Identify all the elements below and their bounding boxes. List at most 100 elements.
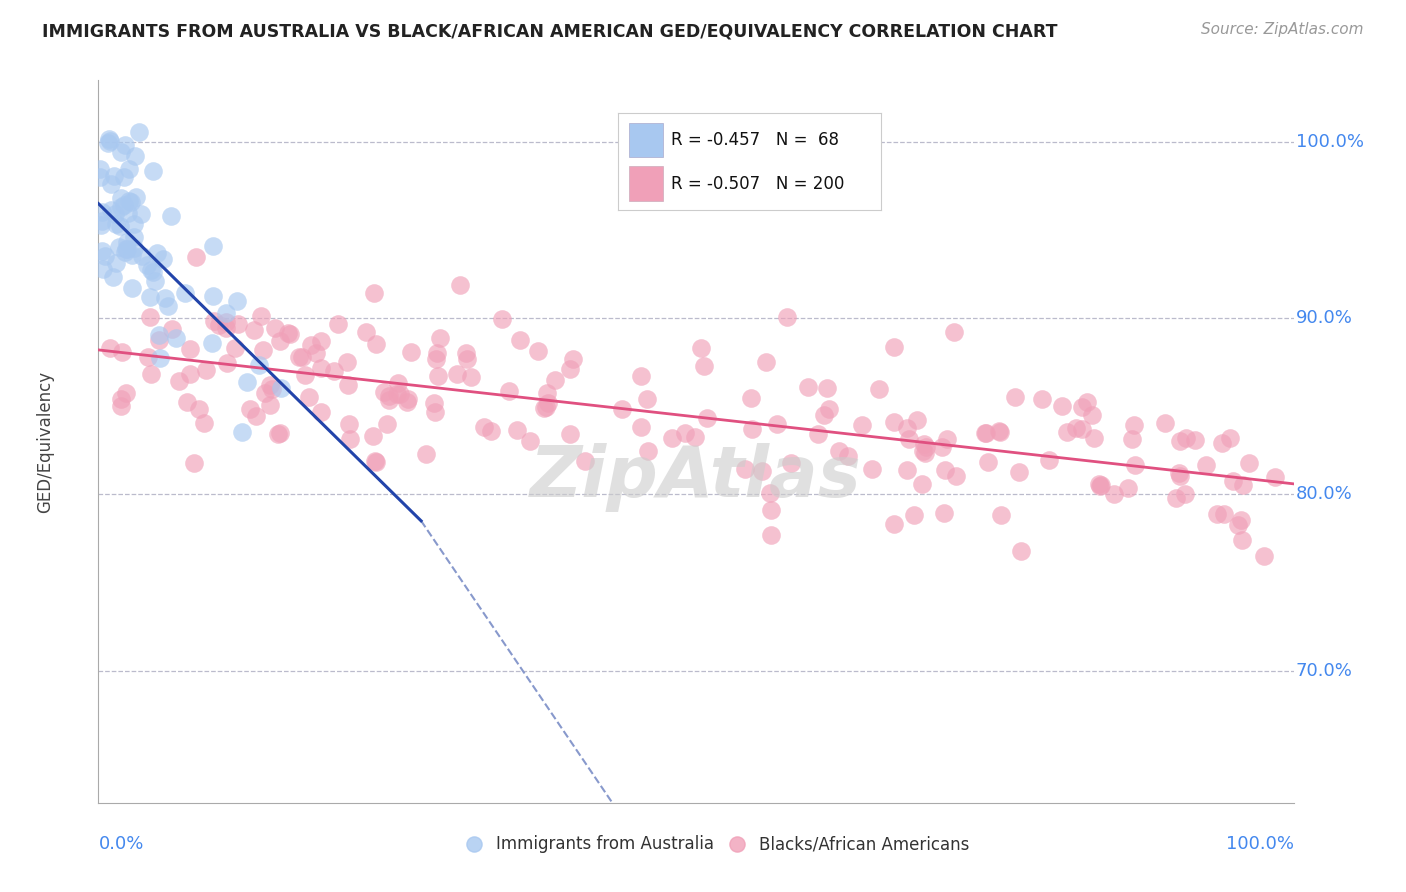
Point (364, 454, 387, 468)
Point (1031, 392, 1053, 407)
Point (1174, 487, 1197, 501)
Point (309, 405, 332, 419)
Point (91, 262, 114, 277)
Point (1088, 478, 1111, 492)
Point (1004, 390, 1026, 404)
Text: 80.0%: 80.0% (1296, 485, 1353, 503)
Point (105, 217, 128, 231)
Point (896, 463, 918, 477)
Point (270, 381, 292, 395)
Point (537, 396, 560, 410)
Point (375, 417, 398, 431)
Point (396, 392, 419, 407)
Point (931, 440, 953, 454)
Point (115, 235, 138, 250)
Point (149, 351, 172, 365)
Point (264, 321, 287, 335)
Point (1038, 452, 1060, 467)
Point (759, 503, 782, 517)
Point (377, 389, 399, 403)
Point (112, 197, 135, 211)
Point (298, 390, 321, 404)
Point (260, 382, 283, 396)
Point (121, 248, 143, 262)
Point (1088, 477, 1111, 491)
Point (301, 337, 323, 351)
Point (456, 346, 478, 360)
Point (903, 508, 925, 522)
Point (224, 341, 246, 355)
Point (110, 399, 132, 413)
Point (415, 447, 437, 461)
Point (683, 430, 706, 444)
Point (1222, 474, 1244, 488)
Point (759, 485, 782, 500)
Point (326, 317, 349, 331)
Text: GED/Equivalency: GED/Equivalency (35, 370, 53, 513)
Point (612, 402, 634, 417)
Point (741, 421, 763, 435)
Point (734, 462, 756, 476)
Point (361, 429, 384, 443)
Point (117, 162, 139, 177)
Point (759, 528, 782, 542)
Point (1081, 408, 1104, 422)
Point (174, 285, 197, 300)
Point (141, 368, 163, 382)
Point (138, 290, 160, 304)
Point (193, 416, 215, 430)
Point (152, 252, 174, 267)
Point (1121, 432, 1143, 446)
Point (122, 230, 145, 244)
Point (294, 368, 316, 382)
Point (1008, 466, 1031, 480)
Point (1070, 422, 1092, 436)
Point (377, 393, 399, 408)
Point (536, 401, 558, 415)
Point (1056, 425, 1078, 439)
Point (179, 342, 201, 356)
Point (1264, 469, 1286, 483)
Point (943, 325, 966, 339)
Point (479, 424, 502, 438)
Point (425, 351, 447, 366)
Point (145, 274, 167, 288)
Point (167, 374, 190, 388)
Point (105, 256, 128, 270)
Point (364, 336, 387, 351)
Point (1166, 491, 1188, 505)
Point (851, 418, 873, 433)
Point (202, 289, 225, 303)
Point (239, 402, 262, 417)
Point (305, 346, 328, 360)
Point (1232, 478, 1254, 492)
Text: 0.0%: 0.0% (98, 835, 143, 854)
Point (114, 385, 136, 400)
Point (184, 250, 207, 264)
Point (526, 343, 548, 358)
Point (387, 376, 409, 390)
Point (796, 380, 818, 394)
Point (128, 125, 150, 139)
Point (915, 440, 938, 454)
Point (429, 330, 451, 344)
Point (1218, 431, 1240, 445)
Point (976, 426, 998, 441)
Point (990, 425, 1012, 439)
Point (111, 344, 134, 359)
Point (661, 431, 683, 445)
Point (1153, 416, 1175, 430)
Point (1010, 543, 1032, 558)
Point (91, 205, 114, 219)
Point (1195, 458, 1218, 472)
Point (1102, 487, 1125, 501)
Point (543, 373, 565, 387)
Point (103, 169, 125, 183)
Point (364, 455, 387, 469)
Point (89, 161, 111, 176)
Point (124, 149, 146, 163)
Point (202, 238, 225, 252)
Text: Source: ZipAtlas.com: Source: ZipAtlas.com (1201, 22, 1364, 37)
Point (395, 394, 418, 409)
Point (1206, 507, 1229, 521)
